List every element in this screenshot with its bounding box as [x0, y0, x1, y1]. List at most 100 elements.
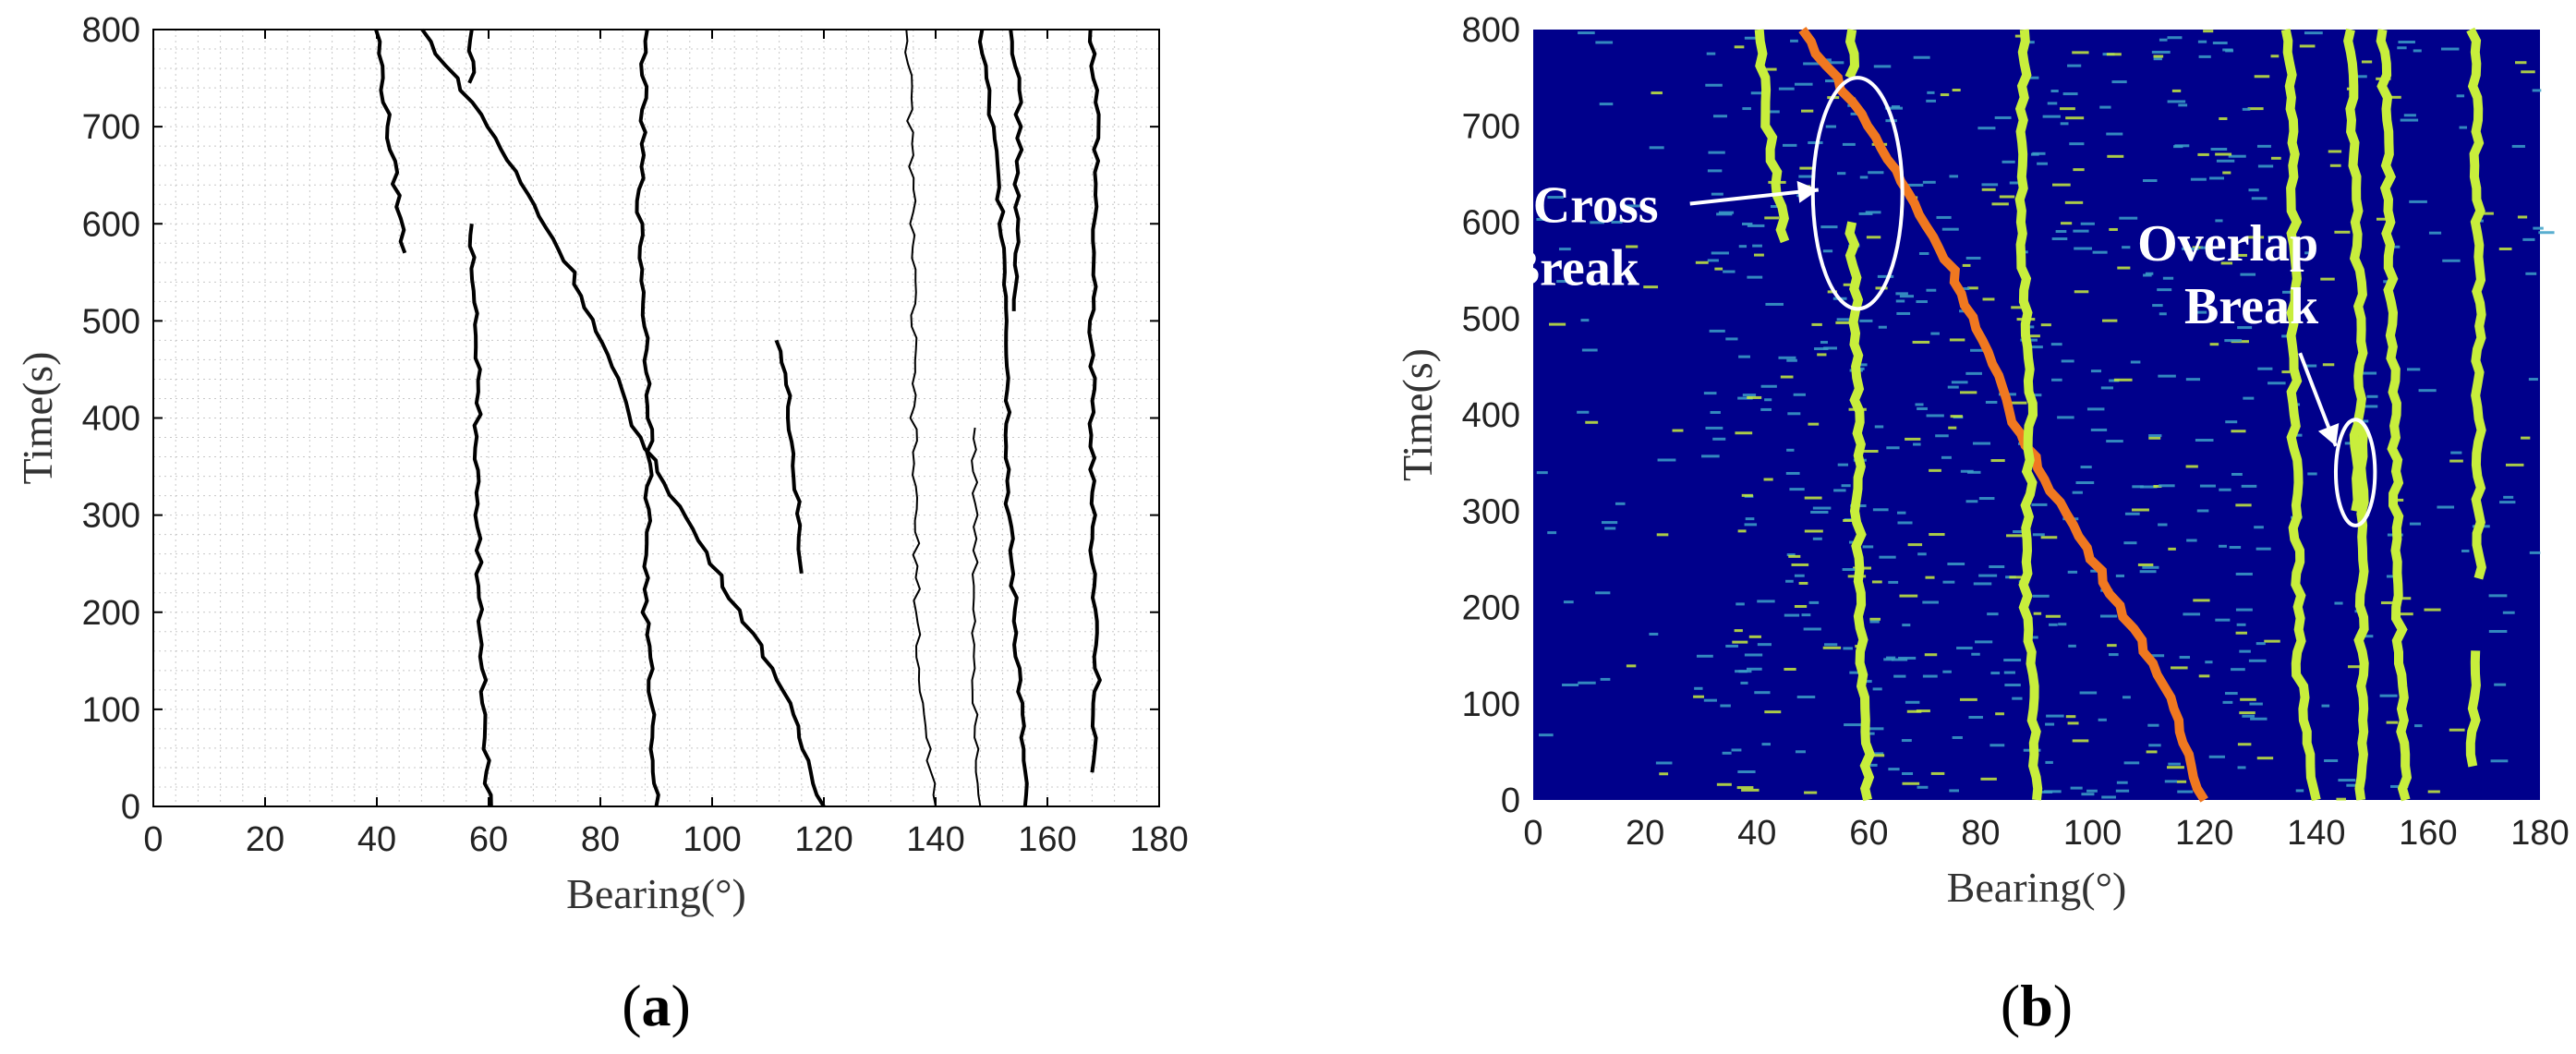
noise-cell	[1917, 552, 1927, 556]
x-tick-label: 60	[469, 820, 508, 859]
track-line	[467, 224, 493, 807]
noise-cell	[2366, 394, 2378, 398]
noise-cell	[2167, 36, 2183, 40]
noise-cell	[1822, 249, 1833, 253]
noise-cell	[1734, 45, 1745, 49]
noise-cell	[1898, 656, 1917, 660]
noise-cell	[2065, 116, 2085, 120]
noise-cell	[2239, 711, 2256, 715]
noise-cell	[1732, 640, 1748, 644]
noise-cell	[1941, 227, 1959, 231]
noise-cell	[1722, 751, 1732, 755]
noise-cell	[1902, 781, 1920, 785]
noise-cell	[2065, 715, 2076, 719]
noise-cell	[2143, 273, 2152, 277]
y-tick-label: 500	[1462, 300, 1520, 339]
noise-cell	[1947, 563, 1965, 566]
x-axis-label: Bearing(°)	[1947, 864, 2127, 911]
noise-cell	[1985, 400, 1998, 404]
noise-cell	[2216, 159, 2235, 163]
noise-cell	[2449, 728, 2465, 732]
track-line	[774, 339, 804, 574]
noise-cell	[1866, 236, 1881, 239]
noise-cell	[1989, 744, 2005, 747]
noise-cell	[1799, 166, 1814, 170]
annotation-arrowhead	[2317, 423, 2340, 446]
noise-cell	[1705, 426, 1723, 430]
noise-cell	[1948, 426, 1957, 430]
noise-cell	[2168, 547, 2176, 551]
noise-cell	[2521, 436, 2531, 440]
noise-cell	[2249, 702, 2263, 706]
noise-cell	[1747, 395, 1762, 399]
noise-cell	[2242, 107, 2251, 111]
noise-cell	[1960, 469, 1974, 473]
noise-cell	[1916, 709, 1930, 713]
noise-cell	[2398, 41, 2415, 44]
noise-cell	[1808, 600, 1820, 604]
noise-cell	[2146, 750, 2158, 754]
noise-cell	[1971, 652, 1980, 656]
noise-cell	[2198, 674, 2210, 678]
noise-cell	[2011, 306, 2028, 309]
annotation-ellipse	[2333, 418, 2377, 527]
noise-cell	[1784, 667, 1796, 671]
noise-cell	[1796, 696, 1816, 699]
noise-cell	[2442, 259, 2461, 262]
panel-a: 0 20 40 60 80 100 120 140 160 180 0 100 200 300 400 500…	[14, 11, 1189, 1038]
heatmap-track	[2280, 28, 2321, 802]
x-tick-label: 20	[246, 820, 284, 859]
noise-cell	[2229, 546, 2242, 550]
noise-cell	[1891, 105, 1901, 109]
noise-cell	[2400, 118, 2419, 122]
noise-cell	[2256, 642, 2266, 646]
noise-cell	[2072, 51, 2089, 55]
noise-cell	[1902, 624, 1911, 627]
x-tick-label: 40	[357, 820, 396, 859]
noise-cell	[2167, 766, 2184, 769]
noise-cell	[1695, 260, 1709, 264]
noise-cell	[2397, 46, 2407, 50]
noise-cell	[1877, 274, 1894, 278]
noise-cell	[1897, 511, 1906, 515]
noise-cell	[2132, 485, 2144, 489]
noise-cell	[2050, 343, 2062, 346]
noise-cell	[2533, 226, 2544, 230]
noise-cell	[2199, 484, 2216, 488]
noise-cell	[2072, 739, 2089, 743]
noise-cell	[2045, 760, 2053, 764]
noise-cell	[1922, 674, 1938, 678]
noise-cell	[1949, 789, 1959, 793]
noise-cell	[1836, 318, 1850, 321]
noise-cell	[2242, 714, 2256, 718]
noise-cell	[1655, 761, 1673, 765]
noise-cell	[2336, 797, 2346, 801]
noise-cell	[2137, 563, 2154, 566]
noise-cell	[2320, 277, 2335, 281]
heatmap-track	[2465, 650, 2481, 768]
tracks	[374, 28, 1102, 808]
noise-cell	[1843, 518, 1857, 522]
noise-cell	[2113, 378, 2133, 382]
noise-cell	[1823, 346, 1837, 350]
noise-cell	[1740, 681, 1748, 684]
noise-cell	[1625, 204, 1640, 208]
noise-cell	[2185, 465, 2198, 468]
panel-letter: a	[642, 973, 671, 1038]
noise-cell	[1867, 752, 1884, 756]
x-axis-label: Bearing(°)	[566, 870, 746, 917]
noise-cell	[2009, 181, 2025, 185]
noise-cell	[1891, 658, 1908, 661]
noise-cell	[2386, 575, 2395, 578]
noise-cell	[2049, 623, 2058, 626]
noise-cell	[1994, 115, 2012, 119]
heatmap-track	[1798, 27, 2208, 803]
noise-cell	[2057, 416, 2074, 419]
noise-cell	[1810, 510, 1829, 514]
track-line	[374, 29, 407, 254]
noise-cell	[1794, 82, 1813, 86]
y-tick-label: 500	[82, 302, 140, 341]
noise-cell	[1760, 384, 1777, 388]
noise-cell	[2026, 41, 2035, 44]
noise-cell	[1791, 563, 1809, 566]
